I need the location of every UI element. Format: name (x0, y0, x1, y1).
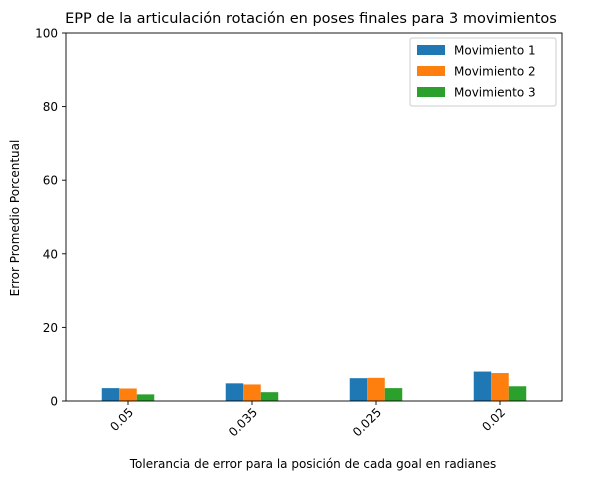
bar-2-0.025 (367, 377, 385, 401)
legend-swatch (417, 66, 445, 76)
legend-swatch (417, 45, 445, 55)
x-axis-label: Tolerancia de error para la posición de … (129, 457, 496, 471)
bar-3-0.035 (260, 392, 279, 401)
bar-2-0.02 (491, 373, 509, 401)
bar-3-0.02 (508, 386, 527, 401)
y-tick-label: 60 (43, 174, 58, 188)
x-tick-label: 0.05 (107, 405, 136, 434)
bar-1-0.035 (225, 383, 244, 401)
bar-2-0.035 (243, 384, 261, 401)
bar-3-0.05 (136, 394, 155, 401)
bar-1-0.05 (101, 388, 120, 401)
legend-label: Movimiento 1 (454, 44, 536, 58)
x-tick-label: 0.035 (226, 405, 260, 439)
y-tick-label: 80 (43, 100, 58, 114)
legend-swatch (417, 87, 445, 97)
x-tick-label: 0.02 (479, 405, 508, 434)
x-tick-label: 0.025 (350, 405, 384, 439)
y-tick-label: 100 (35, 27, 58, 41)
y-tick-label: 20 (43, 321, 58, 335)
legend: Movimiento 1 Movimiento 2 Movimiento 3 (409, 37, 557, 107)
y-tick-label: 0 (50, 395, 58, 409)
chart-title: EPP de la articulación rotación en poses… (65, 11, 557, 27)
legend-label: Movimiento 3 (454, 86, 536, 100)
bar-1-0.02 (473, 371, 492, 401)
y-tick-label: 40 (43, 247, 58, 261)
axes-frame (65, 32, 563, 402)
legend-box (409, 37, 557, 107)
bar-3-0.025 (384, 388, 403, 401)
bar-1-0.025 (349, 378, 368, 401)
bar-2-0.05 (119, 388, 137, 401)
y-axis-label: Error Promedio Porcentual (8, 140, 22, 297)
legend-label: Movimiento 2 (454, 65, 536, 79)
